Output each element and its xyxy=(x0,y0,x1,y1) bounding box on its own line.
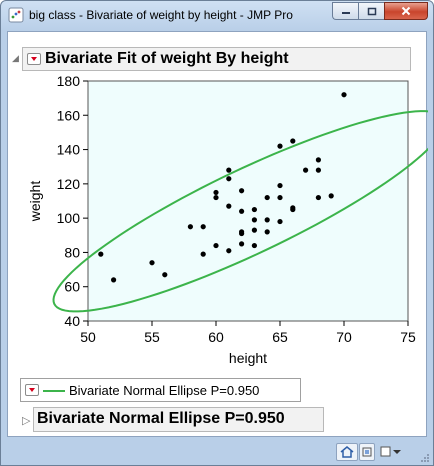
data-point[interactable] xyxy=(111,277,117,283)
data-point[interactable] xyxy=(290,205,296,211)
normal-ellipse xyxy=(52,110,428,313)
report-content: ◢ Bivariate Fit of weight By height 40 60… xyxy=(7,31,428,437)
data-point[interactable] xyxy=(328,193,334,199)
data-point[interactable] xyxy=(200,224,206,230)
data-point[interactable] xyxy=(264,229,270,235)
data-point[interactable] xyxy=(251,206,257,213)
layout-button[interactable] xyxy=(359,443,375,461)
report-header: Bivariate Fit of weight By height xyxy=(22,47,411,71)
home-icon xyxy=(340,446,354,458)
data-point[interactable] xyxy=(239,241,245,247)
ellipse-section-title: Bivariate Normal Ellipse P=0.950 xyxy=(37,410,285,427)
data-point[interactable] xyxy=(98,251,104,257)
data-point[interactable] xyxy=(213,189,219,196)
y-tick-label: 160 xyxy=(57,107,81,123)
data-point[interactable] xyxy=(303,167,309,173)
data-point[interactable] xyxy=(226,203,232,209)
title-bar[interactable]: big class - Bivariate of weight by heigh… xyxy=(1,1,433,31)
y-tick-label: 120 xyxy=(57,176,81,192)
data-point[interactable] xyxy=(264,194,270,201)
section-disclosure-icon[interactable]: ▷ xyxy=(22,415,31,427)
y-tick-label: 80 xyxy=(64,244,80,260)
data-point[interactable] xyxy=(277,182,283,189)
data-point[interactable] xyxy=(277,194,283,201)
y-axis-label: weight xyxy=(27,181,43,223)
legend: Bivariate Normal Ellipse P=0.950 xyxy=(20,378,301,402)
data-point[interactable] xyxy=(277,143,283,149)
data-point[interactable] xyxy=(264,217,270,223)
x-tick-label: 70 xyxy=(336,329,352,345)
data-point[interactable] xyxy=(251,242,257,249)
x-tick-label: 50 xyxy=(80,329,96,345)
data-point[interactable] xyxy=(315,194,321,201)
data-point[interactable] xyxy=(226,248,232,254)
maximize-icon xyxy=(367,7,376,15)
data-point[interactable] xyxy=(239,188,245,194)
y-tick-label: 60 xyxy=(64,279,80,295)
data-point[interactable] xyxy=(239,208,245,214)
legend-red-triangle-menu-icon[interactable] xyxy=(25,384,39,396)
data-point[interactable] xyxy=(251,217,257,223)
data-point[interactable] xyxy=(251,227,257,233)
x-tick-label: 60 xyxy=(208,329,224,345)
expand-collapse-icon[interactable]: ◢ xyxy=(12,53,19,63)
report-title: Bivariate Fit of weight By height xyxy=(45,50,289,67)
red-triangle-menu-icon[interactable] xyxy=(27,53,41,65)
data-point[interactable] xyxy=(187,224,193,230)
checkbox-dropdown-icon xyxy=(380,446,401,457)
data-point[interactable] xyxy=(149,260,155,266)
window-controls xyxy=(332,2,428,20)
data-point[interactable] xyxy=(290,138,296,144)
x-tick-label: 55 xyxy=(144,329,160,345)
legend-ellipse-swatch xyxy=(43,390,65,392)
data-point[interactable] xyxy=(226,176,232,182)
data-point[interactable] xyxy=(277,218,283,225)
resize-grip-icon[interactable] xyxy=(418,451,430,463)
legend-entry: Bivariate Normal Ellipse P=0.950 xyxy=(69,383,260,398)
data-point[interactable] xyxy=(226,167,232,173)
y-tick-label: 100 xyxy=(57,210,81,226)
status-bar xyxy=(1,439,433,465)
maximize-button[interactable] xyxy=(358,2,384,20)
data-point[interactable] xyxy=(213,194,219,201)
window-title: big class - Bivariate of weight by heigh… xyxy=(29,8,293,22)
ellipse-section-header[interactable]: Bivariate Normal Ellipse P=0.950 xyxy=(33,407,324,432)
home-button[interactable] xyxy=(336,443,358,461)
y-tick-label: 40 xyxy=(64,313,80,329)
close-icon xyxy=(401,6,411,16)
scatter-plot[interactable]: 40 60 80 100 120 140 160 180 50 55 60 65 70 75 heigh… xyxy=(8,72,428,372)
data-point[interactable] xyxy=(213,242,219,249)
data-point[interactable] xyxy=(162,272,168,278)
window-menu-button[interactable] xyxy=(379,443,403,461)
minimize-icon xyxy=(341,12,350,14)
data-point[interactable] xyxy=(341,92,347,98)
x-tick-label: 65 xyxy=(272,329,288,345)
jmp-app-icon xyxy=(8,7,24,23)
data-point[interactable] xyxy=(315,167,321,173)
data-point[interactable] xyxy=(200,251,206,257)
close-button[interactable] xyxy=(384,2,428,20)
y-tick-label: 180 xyxy=(57,73,81,89)
x-tick-label: 75 xyxy=(400,329,416,345)
y-tick-label: 140 xyxy=(57,142,81,158)
window-list-icon xyxy=(362,447,372,457)
x-axis-label: height xyxy=(229,350,267,366)
plot-area xyxy=(87,80,409,322)
minimize-button[interactable] xyxy=(332,2,358,20)
data-point[interactable] xyxy=(315,157,321,163)
data-point[interactable] xyxy=(239,229,245,235)
